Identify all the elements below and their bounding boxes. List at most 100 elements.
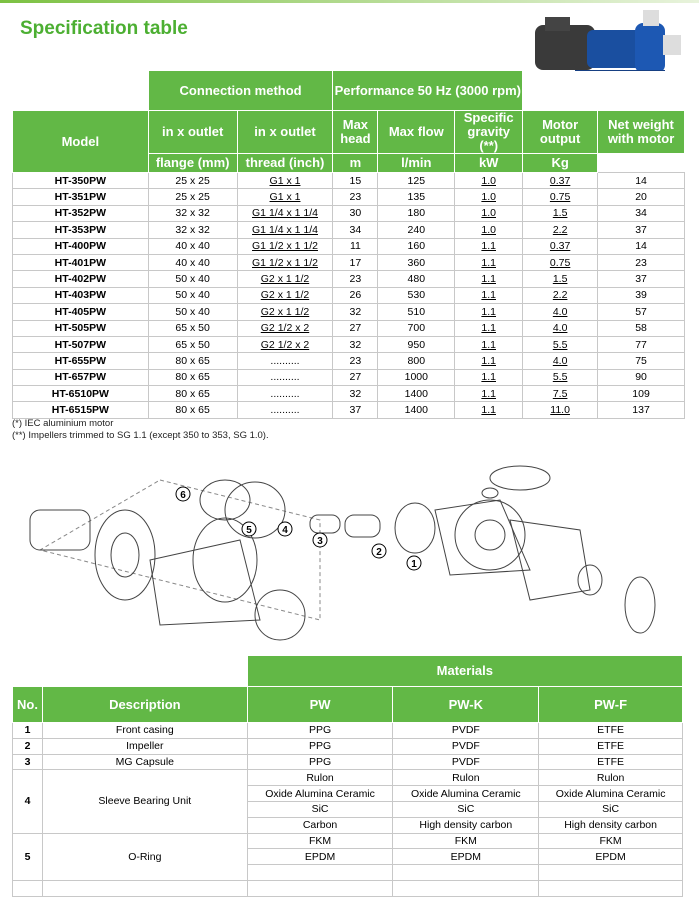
flange-cell: 80 x 65: [147, 401, 238, 419]
head-cell: 11: [332, 237, 379, 255]
thread-header: in x outlet: [236, 110, 334, 154]
flow-cell: 530: [377, 286, 456, 305]
head-cell: 32: [332, 385, 379, 403]
head-cell: 30: [332, 204, 379, 223]
description-cell: Impeller: [41, 737, 248, 755]
specification-table: Connection method Performance 50 Hz (300…: [12, 70, 685, 419]
motor-cell: 5.5: [522, 335, 599, 354]
table-row: EPDM EPDM EPDM: [13, 848, 683, 866]
pw-f-cell: FKM: [538, 832, 683, 850]
pw-cell: [246, 864, 394, 881]
pw-f-cell: Oxide Alumina Ceramic: [538, 785, 683, 802]
number-cell: 5: [12, 832, 43, 881]
no-header: No.: [12, 686, 43, 723]
top-accent-line: [0, 0, 699, 3]
table-row: HT-405PW 50 x 40 G2 x 1 1/2 32 510 1.1 4.0 57: [12, 303, 685, 321]
number-cell: 3: [12, 753, 43, 771]
model-cell: HT-352PW: [12, 204, 149, 223]
sg-cell: 1.1: [454, 335, 524, 354]
pw-k-cell: PVDF: [392, 722, 540, 739]
flow-unit: l/min: [377, 153, 456, 173]
diagram-label-5: 5: [246, 525, 252, 536]
sg-cell: 1.0: [454, 221, 524, 239]
pw-header: PW: [246, 686, 394, 723]
motor-cell: 0.75: [522, 188, 599, 206]
table-row: 5 O-Ring FKM FKM FKM: [12, 832, 683, 881]
sg-cell: 1.1: [454, 401, 524, 419]
pw-f-cell: EPDM: [538, 848, 683, 866]
pw-cell: PPG: [246, 753, 394, 771]
thread-cell: ..........: [236, 368, 334, 387]
table-row: HT-6515PW 80 x 65.......... 37 1400 1.1 11.0 1…: [12, 401, 685, 419]
table-row: 1 Front casing PPG PVDF ETFE: [12, 722, 683, 739]
empty-cell: [246, 879, 394, 897]
flange-cell: 50 x 40: [147, 270, 238, 288]
footnotes: (*) IEC aluminium motor (**) Impellers t…: [12, 418, 269, 442]
exploded-view-diagram: 6 5 4 3 2 1: [29, 465, 656, 641]
flow-cell: 135: [377, 188, 456, 206]
motor-cell: 7.5: [522, 385, 599, 403]
thread-cell: ..........: [236, 401, 334, 419]
head-cell: 15: [332, 171, 379, 190]
thread-cell: G1 1/4 x 1 1/4: [236, 204, 334, 223]
pw-f-cell: ETFE: [538, 722, 683, 739]
sg-cell: 1.1: [454, 270, 524, 288]
head-cell: 23: [332, 270, 379, 288]
thread-cell: G1 x 1: [236, 188, 334, 206]
head-cell: 27: [332, 319, 379, 337]
footnote: (*) IEC aluminium motor: [12, 418, 114, 429]
flange-cell: 50 x 40: [147, 286, 238, 305]
weight-cell: 34: [597, 204, 685, 223]
description-cell: Sleeve Bearing Unit: [41, 769, 248, 834]
head-cell: 37: [332, 401, 379, 419]
model-header: Model: [12, 110, 149, 173]
connection-method-header: Connection method: [147, 70, 334, 111]
pw-cell: PPG: [246, 737, 394, 755]
motor-output-header: Motor output: [522, 110, 599, 154]
number-cell: 1: [12, 722, 43, 739]
flow-cell: 1000: [377, 368, 456, 387]
flow-cell: 700: [377, 319, 456, 337]
flow-cell: 800: [377, 352, 456, 370]
pw-k-cell: High density carbon: [392, 816, 540, 834]
diagram-label-6: 6: [180, 490, 186, 501]
sg-cell: 1.1: [454, 303, 524, 321]
table-row: HT-6510PW 80 x 65.......... 32 1400 1.1 7.5 10…: [12, 385, 685, 403]
pw-cell: PPG: [246, 722, 394, 739]
diagram-label-2: 2: [376, 547, 382, 558]
table-row: HT-353PW 32 x 32 G1 1/4 x 1 1/4 34 240 1.0 2.2…: [12, 221, 685, 239]
description-cell: O-Ring: [41, 832, 248, 881]
table-row: HT-403PW 50 x 40 G2 x 1 1/2 26 530 1.1 2.2 39: [12, 286, 685, 305]
table-row: [13, 864, 683, 881]
table-row: HT-350PW 25 x 25 G1 x 1 15 125 1.0 0.37 14: [12, 171, 685, 190]
flange-cell: 65 x 50: [147, 319, 238, 337]
pw-k-header: PW-K: [392, 686, 540, 723]
model-cell: HT-403PW: [12, 286, 149, 305]
diagram-label-3: 3: [317, 536, 323, 547]
pw-k-cell: Oxide Alumina Ceramic: [392, 785, 540, 802]
model-cell: HT-505PW: [12, 319, 149, 337]
thread-cell: G1 x 1: [236, 171, 334, 190]
materials-table: Materials No. Description PW PW-K PW-F 1…: [12, 655, 684, 897]
table-row: HT-655PW 80 x 65.......... 23 800 1.1 4.0 75: [12, 352, 685, 370]
pw-cell: EPDM: [246, 848, 394, 866]
motor-cell: 0.37: [522, 171, 599, 190]
pw-f-cell: [538, 864, 683, 881]
sg-cell: 1.1: [454, 352, 524, 370]
weight-cell: 57: [597, 303, 685, 321]
table-row: HT-402PW 50 x 40 G2 x 1 1/2 23 480 1.1 1.5 37: [12, 270, 685, 288]
head-cell: 32: [332, 335, 379, 354]
thread-cell: G1 1/4 x 1 1/4: [236, 221, 334, 239]
pw-f-cell: ETFE: [538, 753, 683, 771]
flange-cell: 32 x 32: [147, 204, 238, 223]
sg-cell: 1.1: [454, 286, 524, 305]
flow-cell: 1400: [377, 385, 456, 403]
description-cell: MG Capsule: [41, 753, 248, 771]
flange-unit: flange (mm): [147, 153, 238, 173]
model-cell: HT-353PW: [12, 221, 149, 239]
sg-cell: 1.0: [454, 204, 524, 223]
weight-cell: 58: [597, 319, 685, 337]
table-row: HT-401PW 40 x 40 G1 1/2 x 1 1/2 17 360 1.1 0.7…: [12, 253, 685, 272]
table-row: HT-351PW 25 x 25 G1 x 1 23 135 1.0 0.75 20: [12, 188, 685, 206]
